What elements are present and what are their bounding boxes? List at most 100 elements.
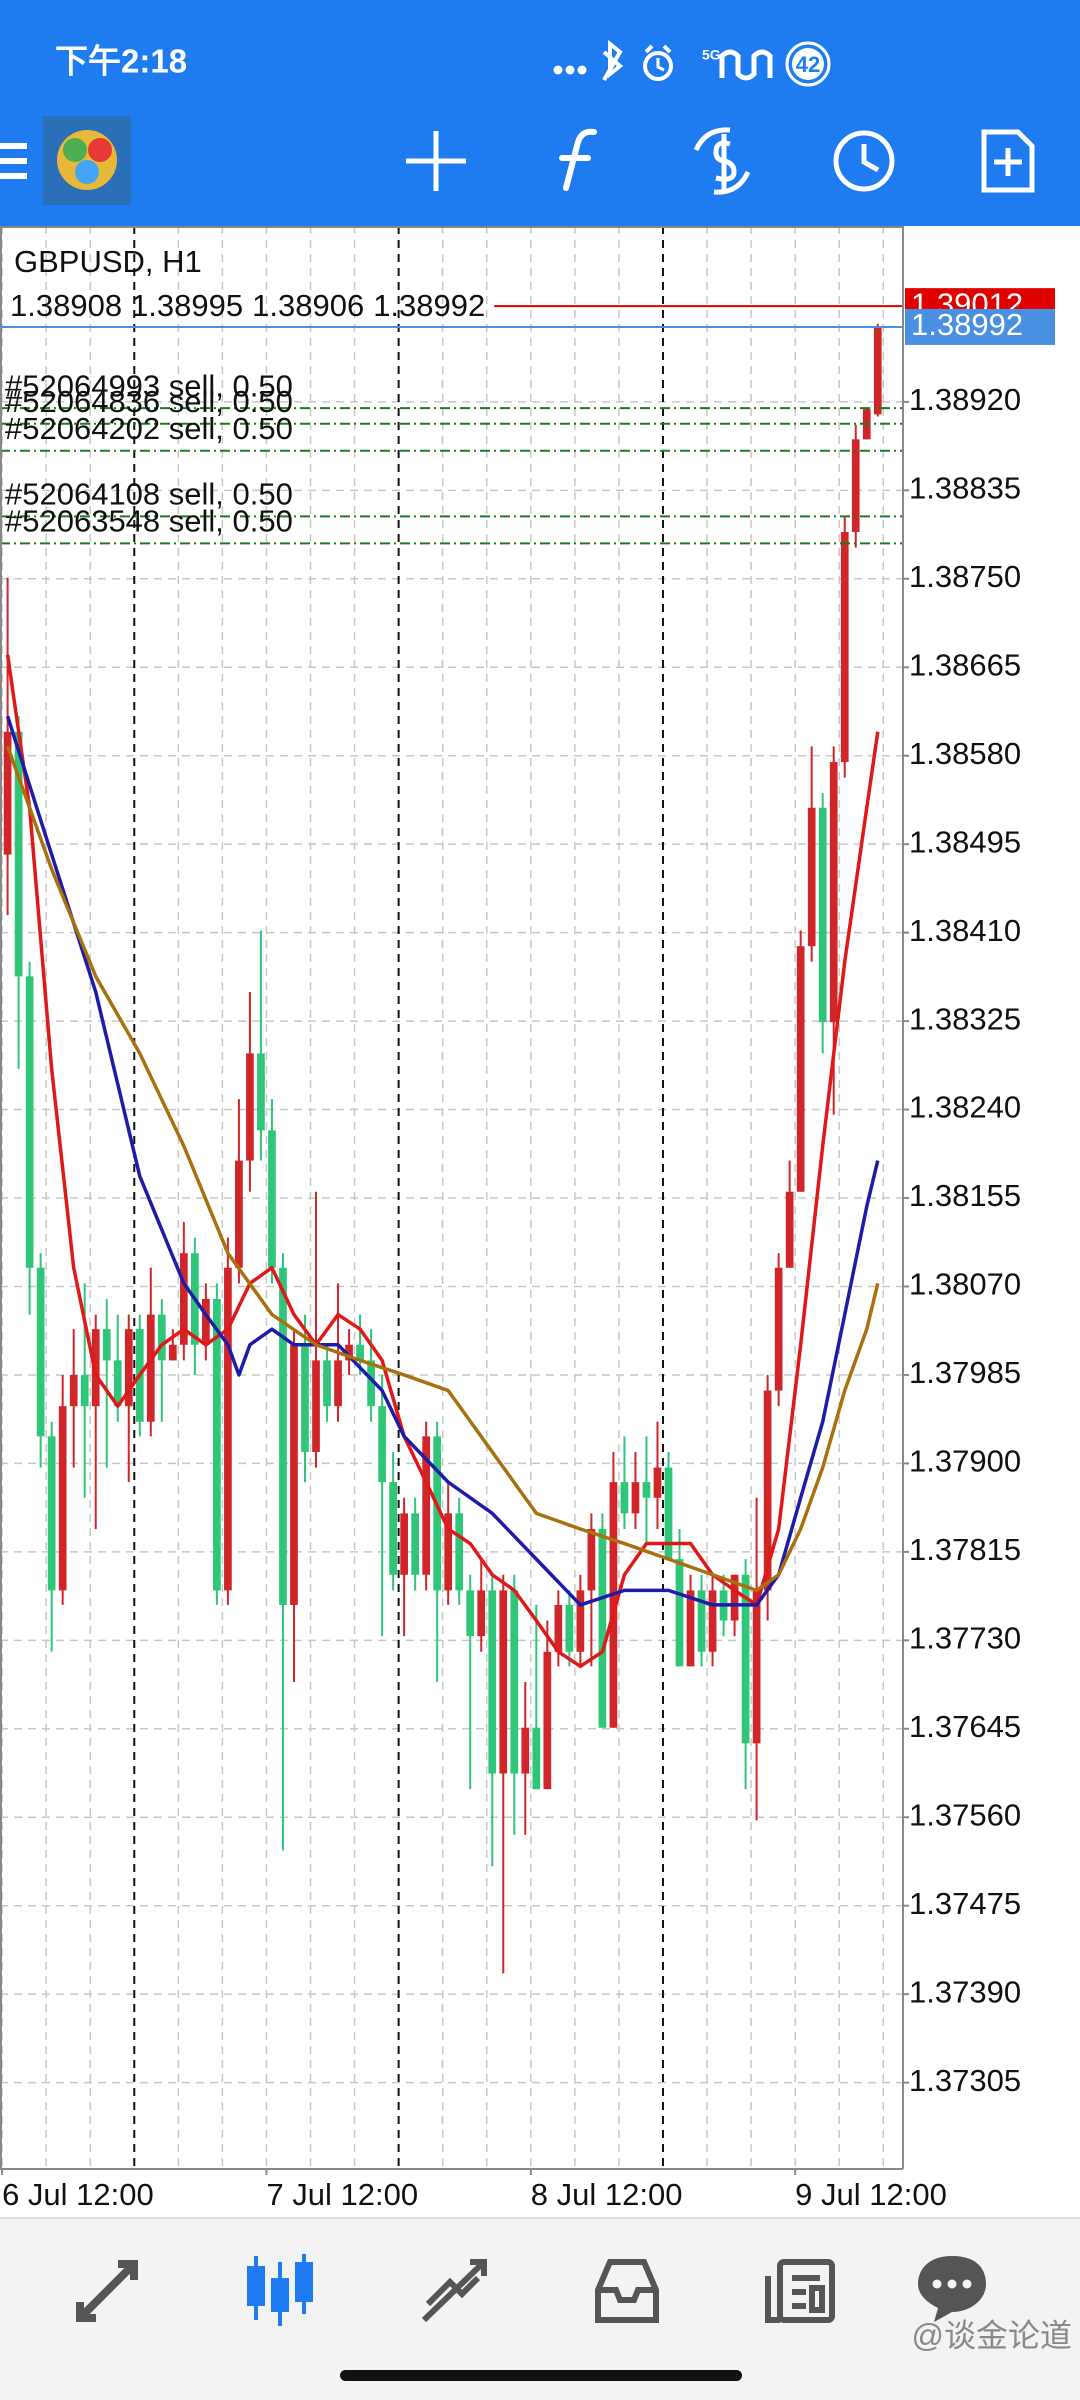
- candle-body: [202, 1298, 210, 1345]
- candle-body: [301, 1344, 309, 1452]
- candle-body: [124, 1329, 133, 1407]
- candle-body: [697, 1590, 706, 1652]
- candle-body: [400, 1513, 408, 1575]
- candle-body: [543, 1651, 552, 1790]
- candle-body: [235, 1160, 243, 1268]
- y-tick-label: 1.37305: [909, 2063, 1021, 2098]
- candle-body: [466, 1590, 475, 1637]
- candle-body: [488, 1590, 497, 1774]
- candle-body: [69, 1374, 78, 1407]
- chart: #52064993 sell, 0.50#52064836 sell, 0.50…: [0, 226, 1055, 2212]
- candle-body: [796, 946, 805, 1192]
- candle-body: [873, 326, 882, 415]
- battery-level: 42: [796, 52, 820, 77]
- candle-body: [631, 1482, 640, 1514]
- candle-body: [774, 1267, 783, 1391]
- app-icon[interactable]: [43, 116, 131, 205]
- candle-body: [179, 1253, 188, 1345]
- y-tick-label: 1.37390: [909, 1974, 1021, 2009]
- order-label: #52063548 sell, 0.50: [5, 504, 293, 539]
- candle-body: [521, 1727, 530, 1774]
- symbols-button[interactable]: [693, 127, 751, 195]
- candle-body: [664, 1467, 673, 1560]
- y-tick-label: 1.37900: [909, 1444, 1021, 1479]
- candle-body: [80, 1374, 89, 1407]
- candle-body: [102, 1329, 111, 1361]
- candle-body: [785, 1191, 794, 1268]
- watermark: @谈金论道: [912, 2317, 1073, 2353]
- candle-body: [323, 1360, 331, 1407]
- candle-body: [741, 1574, 750, 1744]
- status-time: 下午2:18: [55, 43, 187, 80]
- y-tick-label: 1.37645: [909, 1709, 1021, 1744]
- candle-body: [444, 1513, 453, 1591]
- candle-body: [499, 1590, 508, 1774]
- y-tick-label: 1.38495: [909, 824, 1021, 859]
- candle-body: [752, 1590, 761, 1744]
- candle-body: [290, 1344, 298, 1605]
- candle-body: [224, 1267, 232, 1591]
- order-label: #52064108 sell, 0.50: [5, 477, 293, 512]
- crosshair-button[interactable]: [406, 131, 466, 191]
- news-tab[interactable]: [765, 2259, 835, 2323]
- order-label: #52064836 sell, 0.50: [5, 384, 293, 419]
- candle-body: [598, 1528, 607, 1728]
- chart-area: [0, 226, 1080, 2218]
- candle-body: [455, 1513, 464, 1591]
- y-tick-label: 1.37815: [909, 1532, 1021, 1567]
- quotes-tab[interactable]: [76, 2260, 138, 2322]
- moving-average: [5, 654, 880, 1669]
- candle-body: [532, 1727, 541, 1790]
- new-order-button[interactable]: [981, 129, 1035, 193]
- y-tick-label: 1.38410: [909, 913, 1021, 948]
- candle-body: [312, 1360, 320, 1452]
- history-button[interactable]: [833, 130, 895, 192]
- candle-body: [113, 1360, 122, 1407]
- candle-body: [653, 1467, 662, 1498]
- candle-body: [818, 807, 827, 1023]
- candle-body: [477, 1590, 486, 1637]
- candle-body: [620, 1482, 629, 1514]
- symbol-label: GBPUSD, H1: [14, 244, 202, 279]
- candle-body: [157, 1314, 166, 1361]
- candle-body: [609, 1482, 618, 1728]
- status-icons: 5G: [553, 39, 831, 87]
- order-label: #52064993 sell, 0.50: [5, 368, 293, 403]
- moving-average: [5, 745, 880, 1593]
- candle-body: [587, 1528, 596, 1591]
- y-tick-label: 1.37560: [909, 1797, 1021, 1832]
- chat-tab[interactable]: [918, 2256, 986, 2322]
- history-tab[interactable]: [595, 2259, 659, 2323]
- candle-body: [25, 976, 34, 1268]
- y-tick-label: 1.37475: [909, 1886, 1021, 1921]
- y-tick-label: 1.38580: [909, 736, 1021, 771]
- bid-box: [905, 308, 1055, 345]
- candle-body: [345, 1344, 353, 1361]
- candle-body: [14, 731, 23, 977]
- ohlc-label: 1.38908 1.38995 1.38906 1.38992: [10, 288, 485, 323]
- candle-body: [279, 1267, 287, 1605]
- x-tick-label: 7 Jul 12:00: [266, 2177, 418, 2212]
- chart-tab[interactable]: [247, 2254, 313, 2326]
- order-label: #52064202 sell, 0.50: [5, 411, 293, 446]
- candle-body: [268, 1130, 276, 1268]
- ohlc-value: 1.38906: [252, 288, 364, 323]
- candle-body: [851, 439, 860, 532]
- candle-body: [356, 1344, 364, 1361]
- candle-body: [554, 1604, 563, 1652]
- indicators-button[interactable]: [559, 128, 597, 191]
- y-tick-label: 1.38835: [909, 471, 1021, 506]
- candle-body: [642, 1482, 651, 1498]
- candle-body: [213, 1298, 221, 1591]
- candle-body: [47, 1436, 56, 1591]
- bottom-nav: [0, 2218, 1080, 2400]
- candle-body: [422, 1436, 431, 1575]
- candle-body: [708, 1590, 717, 1652]
- menu-button[interactable]: [0, 143, 27, 179]
- candle-body: [257, 1053, 265, 1131]
- bid-label: 1.38992: [911, 307, 1023, 342]
- y-tick-label: 1.38325: [909, 1001, 1021, 1036]
- trade-tab[interactable]: [421, 2259, 487, 2323]
- candle-body: [829, 761, 838, 1023]
